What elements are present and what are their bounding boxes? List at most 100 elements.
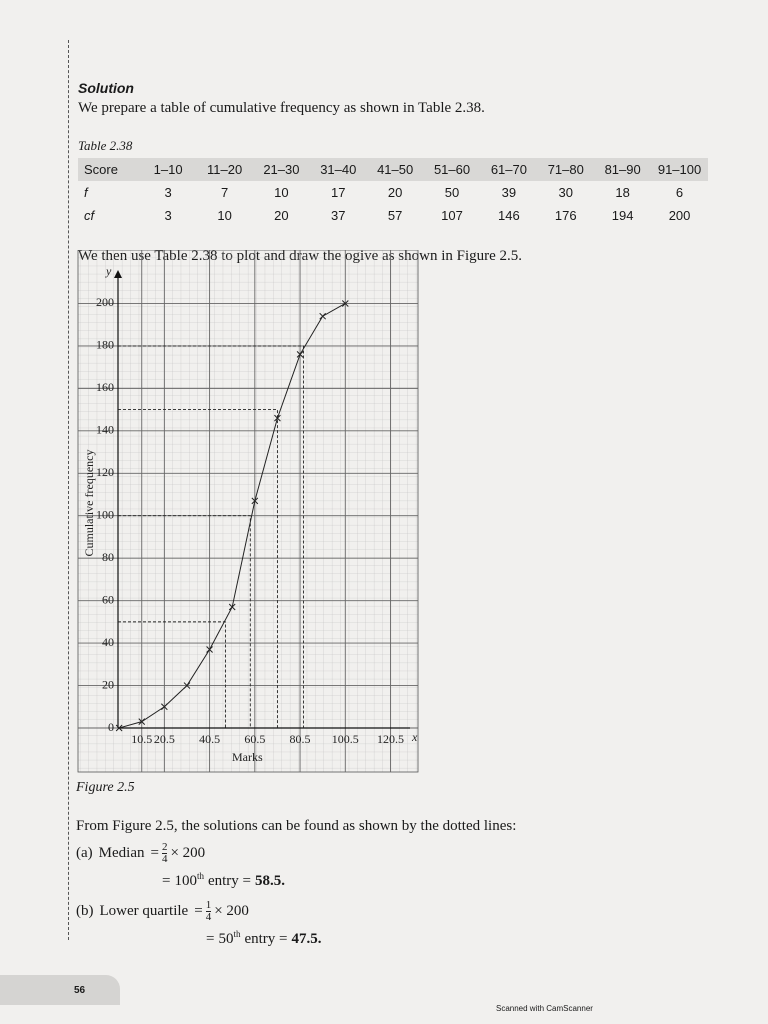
table-cell: 20 <box>274 208 289 223</box>
y-tick-label: 120 <box>96 465 114 479</box>
answer: 58.5. <box>255 873 286 889</box>
table-cell: 146 <box>498 208 520 223</box>
point-marker <box>319 312 327 320</box>
heading: Solution <box>78 80 134 96</box>
margin-line <box>68 40 69 940</box>
table-cell: 39 <box>501 185 517 200</box>
table-cell: 17 <box>331 185 346 200</box>
point-marker <box>206 646 213 653</box>
y-tick-label: 160 <box>96 380 114 394</box>
figure-caption: Figure 2.5 <box>76 780 135 795</box>
guide-line <box>118 345 304 728</box>
table-cell: cf <box>84 208 95 223</box>
table-cell: 18 <box>615 185 630 200</box>
table-cell: f <box>84 185 88 200</box>
table-cell: 194 <box>611 208 634 223</box>
table-cell: 107 <box>441 208 463 223</box>
table-cell: 57 <box>387 208 403 223</box>
times: × 200 <box>170 844 206 861</box>
guide-line <box>118 515 251 728</box>
term: Median <box>98 844 145 861</box>
table-cell: 91–100 <box>651 158 708 181</box>
y-tick-label: 60 <box>102 592 114 606</box>
solution-line: = 50th entry = 47.5. <box>76 929 576 948</box>
ordinal: 100 <box>174 873 197 889</box>
table-cell: 200 <box>668 208 691 223</box>
denominator: 4 <box>205 911 212 923</box>
numerator: 2 <box>161 841 168 854</box>
guide-line <box>118 621 226 728</box>
axis-letter: y <box>105 264 112 278</box>
point-marker <box>341 300 349 307</box>
table-cell: 41–50 <box>366 158 424 181</box>
y-tick-label: 200 <box>96 295 114 309</box>
page-tab <box>0 975 120 1005</box>
page-number: 56 <box>74 985 86 996</box>
denominator: 4 <box>161 853 168 865</box>
label: (b) <box>76 902 94 919</box>
y-tick-label: 100 <box>96 507 114 521</box>
point-marker <box>228 603 236 611</box>
y-tick-label: 0 <box>108 720 114 734</box>
point-marker <box>274 414 281 422</box>
table-row: cf 3 10 20 37 57 107 146 176 194 200 <box>78 204 708 227</box>
table-row: f 3 7 10 17 20 50 39 30 18 6 <box>78 181 708 204</box>
table-cell: 11–20 <box>196 158 253 181</box>
equals: = <box>162 873 171 889</box>
point-marker <box>296 351 304 358</box>
point-marker <box>251 497 259 505</box>
axis-arrow <box>114 270 122 278</box>
y-tick-label: 140 <box>96 423 114 437</box>
footer: Scanned with CamScanner <box>496 1004 593 1013</box>
table-cell: 3 <box>164 208 172 223</box>
point-marker <box>183 682 191 689</box>
table-cell: 6 <box>675 185 684 200</box>
table-cell: 10 <box>217 208 232 223</box>
solution-line: (a) Median = 2 4 × 200 <box>76 842 576 865</box>
label: (a) <box>76 844 93 861</box>
table-cell: 21–30 <box>252 158 310 181</box>
table-cell: 71–80 <box>537 158 595 181</box>
guide-line <box>118 409 278 728</box>
suffix: th <box>196 871 204 881</box>
table-cell: 20 <box>387 185 403 200</box>
times: × 200 <box>214 902 249 919</box>
x-tick-label: 40.5 <box>199 732 220 746</box>
paragraph: We prepare a table of cumulative frequen… <box>78 100 485 116</box>
table-caption: Table 2.38 <box>78 138 133 153</box>
y-axis-label: Cumulative frequency <box>82 450 96 557</box>
x-axis-label: Marks <box>232 750 263 764</box>
table-cell: 176 <box>554 208 577 223</box>
table: Score 1–10 11–20 21–30 31–40 41–50 51–60 61–70 7… <box>78 158 708 227</box>
x-tick-label: 80.5 <box>290 732 311 746</box>
equals: = <box>150 844 159 861</box>
chart: 0 20 40 60 80 100 120 140 160 180 200 10.5 20.5 40.5 6… <box>77 250 419 773</box>
solution-line: (b) Lower quartile = 1 4 × 200 <box>76 900 576 923</box>
table-cell: 1–10 <box>139 158 197 181</box>
table-cell: 3 <box>164 185 172 200</box>
table-cell: Score <box>78 158 140 181</box>
table-cell: 51–60 <box>423 158 481 181</box>
x-tick-label: 60.5 <box>244 732 265 746</box>
table-cell: 7 <box>220 185 229 200</box>
y-tick-label: 80 <box>102 550 114 564</box>
x-tick-label: 120.5 <box>377 732 404 746</box>
x-tick-label: 20.5 <box>154 732 175 746</box>
answer: 47.5. <box>291 931 322 947</box>
table-cell: 50 <box>444 185 460 200</box>
equals: = <box>206 931 215 947</box>
graph-paper <box>77 250 419 773</box>
ordinal: 50 <box>218 931 234 947</box>
x-tick-label: 10.5 <box>131 732 152 746</box>
term: Lower quartile <box>99 902 189 919</box>
table-cell: 30 <box>558 185 574 200</box>
paragraph: From Figure 2.5, the solutions can be fo… <box>76 818 517 834</box>
table-cell: 81–90 <box>594 158 652 181</box>
equals: = <box>194 902 203 919</box>
y-tick-label: 180 <box>96 338 114 352</box>
solution-line: = 100th entry = 58.5. <box>76 871 576 890</box>
text: entry = <box>244 931 288 947</box>
y-tick-label: 40 <box>102 635 114 649</box>
